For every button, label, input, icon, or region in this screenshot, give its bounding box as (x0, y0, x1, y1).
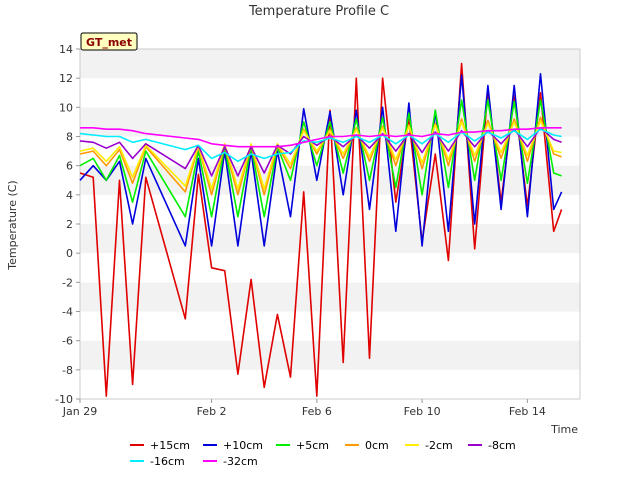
x-tick-label: Feb 14 (509, 405, 546, 418)
grid-band (80, 340, 580, 370)
grid-band (80, 194, 580, 224)
y-tick-label: -4 (62, 306, 73, 319)
y-tick-label: -2 (62, 276, 73, 289)
badge-label: GT_met (86, 36, 132, 49)
y-tick-label: 8 (66, 131, 73, 144)
legend-item: -16cm (130, 455, 185, 468)
gt-met-badge: GT_met (80, 32, 138, 51)
y-tick-label: 0 (66, 247, 73, 260)
grid-band (80, 311, 580, 341)
legend-item: +15cm (130, 439, 190, 452)
grid-band (80, 78, 580, 108)
legend-label: -16cm (150, 455, 185, 468)
series-lines (79, 62, 563, 397)
legend: +15cm +10cm +5cm 0cm -2cm -8cm -16cm -32cm (130, 439, 516, 468)
y-axis-label: Temperature (C) (6, 180, 19, 270)
legend-label: +5cm (296, 439, 329, 452)
x-tick-label: Feb 10 (404, 405, 441, 418)
legend-item: 0cm (345, 439, 389, 452)
legend-label: -32cm (223, 455, 258, 468)
y-tick-label: 12 (59, 72, 73, 85)
series-line-plus5cm (79, 99, 562, 218)
grid-band (80, 253, 580, 283)
y-tick-label: 14 (59, 43, 73, 56)
y-tick-label: -10 (55, 393, 73, 406)
legend-item: +5cm (276, 439, 329, 452)
x-tick-label: Feb 2 (197, 405, 227, 418)
plot-area (79, 48, 581, 400)
series-line-minus32cm (80, 127, 562, 148)
y-tick-label: 2 (66, 218, 73, 231)
legend-label: -2cm (425, 439, 453, 452)
y-tick-label: 4 (66, 189, 73, 202)
x-axis-label: Time (550, 423, 578, 436)
y-tick-label: 6 (66, 160, 73, 173)
legend-item: +10cm (203, 439, 263, 452)
series-line-plus10cm (79, 73, 563, 247)
y-tick-label: -6 (62, 335, 73, 348)
y-tick-label: 10 (59, 101, 73, 114)
legend-label: -8cm (488, 439, 516, 452)
x-tick-label: Feb 6 (302, 405, 332, 418)
legend-label: 0cm (365, 439, 389, 452)
grid-band (80, 224, 580, 254)
grid-band (80, 49, 580, 79)
x-tick-label: Jan 29 (62, 405, 97, 418)
grid-band (80, 282, 580, 312)
series-line-minus16cm (79, 128, 562, 163)
legend-label: +15cm (150, 439, 190, 452)
legend-label: +10cm (223, 439, 263, 452)
grid-band (80, 369, 580, 399)
y-tick-label: -8 (62, 364, 73, 377)
legend-item: -2cm (405, 439, 453, 452)
chart-title: Temperature Profile C (248, 4, 389, 19)
legend-item: -8cm (468, 439, 516, 452)
y-axis-ticks: -10 -8 -6 -4 -2 0 2 4 6 8 10 12 14 (55, 43, 80, 406)
x-axis-ticks: Jan 29 Feb 2 Feb 6 Feb 10 Feb 14 (62, 399, 546, 418)
legend-item: -32cm (203, 455, 258, 468)
